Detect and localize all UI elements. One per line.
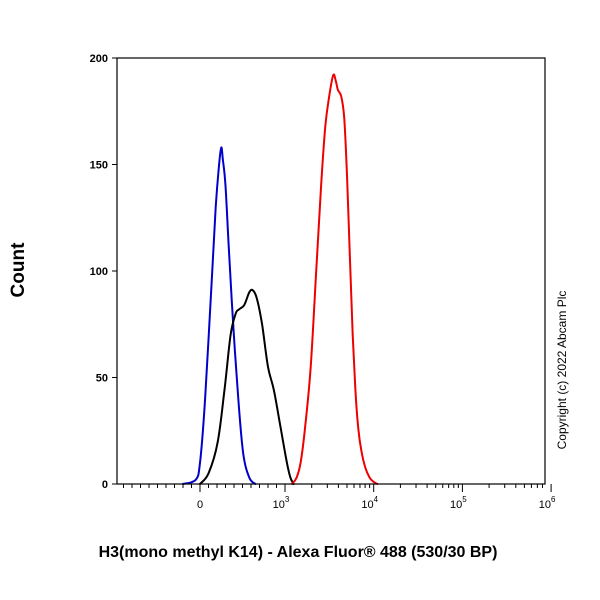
y-tick-label: 200 (90, 53, 108, 65)
series-line-2 (199, 288, 295, 485)
x-axis-minor-ticks (123, 484, 544, 488)
series-layer (182, 73, 379, 485)
y-axis-ticks (112, 57, 117, 485)
y-tick-label: 100 (90, 266, 108, 278)
x-tick-label: 105 (450, 495, 467, 511)
x-tick-label: 104 (361, 495, 378, 511)
x-tick-label: 106 (539, 495, 556, 511)
x-tick-label: 103 (273, 495, 290, 511)
y-tick-label: 150 (90, 160, 108, 172)
x-axis-tick-labels: 0 103 104 105 106 (197, 495, 556, 511)
y-tick-label: 0 (102, 479, 108, 491)
plot-frame (116, 57, 546, 485)
y-tick-label: 50 (96, 373, 108, 385)
series-line-3 (291, 73, 379, 485)
x-axis-label: H3(mono methyl K14) - Alexa Fluor® 488 (… (99, 544, 498, 561)
copyright-annotation: Copyright (c) 2022 Abcam Plc (555, 291, 569, 450)
y-axis-tick-labels: 0 50 100 150 200 (90, 53, 108, 491)
x-tick-label: 0 (197, 499, 203, 511)
x-axis-major-ticks (199, 484, 552, 492)
y-axis-label: Count (8, 242, 29, 298)
series-line-1 (182, 146, 257, 485)
